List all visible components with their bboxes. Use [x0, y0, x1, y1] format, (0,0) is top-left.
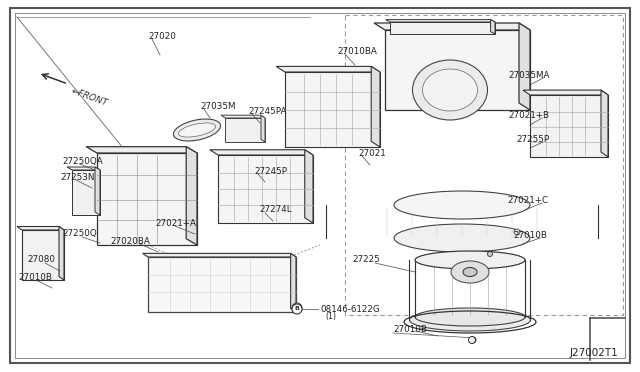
Polygon shape: [601, 90, 608, 157]
Circle shape: [488, 251, 493, 257]
Text: (1): (1): [325, 311, 336, 321]
Circle shape: [468, 337, 476, 343]
Polygon shape: [143, 253, 296, 257]
Text: 27010BA: 27010BA: [337, 46, 377, 55]
Circle shape: [292, 304, 302, 314]
Polygon shape: [491, 20, 495, 34]
Text: 27250Q: 27250Q: [62, 228, 97, 237]
Polygon shape: [17, 227, 64, 230]
Polygon shape: [225, 118, 265, 142]
Polygon shape: [86, 147, 197, 153]
Text: 27253N: 27253N: [60, 173, 94, 182]
Text: 27035MA: 27035MA: [509, 71, 550, 80]
Text: 27225: 27225: [352, 256, 380, 264]
Ellipse shape: [410, 309, 531, 331]
Polygon shape: [519, 23, 530, 110]
Text: 27021: 27021: [358, 148, 386, 157]
Ellipse shape: [415, 251, 525, 269]
Polygon shape: [305, 150, 313, 223]
Circle shape: [292, 303, 302, 313]
Text: 27021+C: 27021+C: [508, 196, 549, 205]
Polygon shape: [59, 227, 64, 280]
Text: 27245PA: 27245PA: [248, 106, 287, 115]
Text: 27021+B: 27021+B: [508, 110, 549, 119]
Text: 27255P: 27255P: [517, 135, 550, 144]
Polygon shape: [291, 253, 296, 312]
Circle shape: [470, 337, 476, 343]
Text: 27245P: 27245P: [254, 167, 287, 176]
Polygon shape: [67, 167, 100, 170]
Text: B: B: [294, 307, 300, 311]
Text: B: B: [295, 305, 299, 311]
Text: 27035M: 27035M: [200, 102, 236, 110]
Ellipse shape: [173, 119, 221, 141]
Polygon shape: [210, 150, 313, 155]
Polygon shape: [374, 23, 530, 30]
Text: 27274L: 27274L: [259, 205, 292, 214]
Text: 27010B: 27010B: [513, 231, 547, 240]
Ellipse shape: [394, 224, 530, 252]
Text: 27250QA: 27250QA: [62, 157, 103, 166]
Ellipse shape: [415, 308, 525, 326]
Polygon shape: [276, 66, 380, 72]
Ellipse shape: [413, 60, 488, 120]
Ellipse shape: [463, 267, 477, 276]
Polygon shape: [148, 257, 296, 312]
Polygon shape: [371, 66, 380, 147]
Text: J27002T1: J27002T1: [569, 348, 618, 358]
Polygon shape: [95, 167, 100, 215]
Circle shape: [514, 229, 520, 235]
Polygon shape: [97, 153, 197, 245]
Text: 27021+A: 27021+A: [155, 218, 196, 228]
Polygon shape: [390, 22, 495, 34]
Text: 27010B: 27010B: [18, 273, 52, 282]
Polygon shape: [186, 147, 197, 245]
Polygon shape: [530, 95, 608, 157]
Polygon shape: [261, 115, 265, 142]
Polygon shape: [285, 72, 380, 147]
Text: 27080: 27080: [27, 254, 55, 263]
Polygon shape: [385, 20, 495, 22]
Ellipse shape: [422, 69, 477, 111]
Polygon shape: [385, 30, 530, 110]
Text: 27020: 27020: [148, 32, 176, 41]
Text: ←FRONT: ←FRONT: [70, 86, 109, 108]
Polygon shape: [72, 170, 100, 215]
Polygon shape: [22, 230, 64, 280]
Text: 27010B: 27010B: [393, 324, 427, 334]
Polygon shape: [218, 155, 313, 223]
Ellipse shape: [394, 191, 530, 219]
Text: 08146-6122G: 08146-6122G: [320, 305, 380, 314]
Text: 27020BA: 27020BA: [110, 237, 150, 246]
Ellipse shape: [179, 123, 216, 137]
Polygon shape: [523, 90, 608, 95]
Ellipse shape: [451, 261, 489, 283]
Polygon shape: [221, 115, 265, 118]
